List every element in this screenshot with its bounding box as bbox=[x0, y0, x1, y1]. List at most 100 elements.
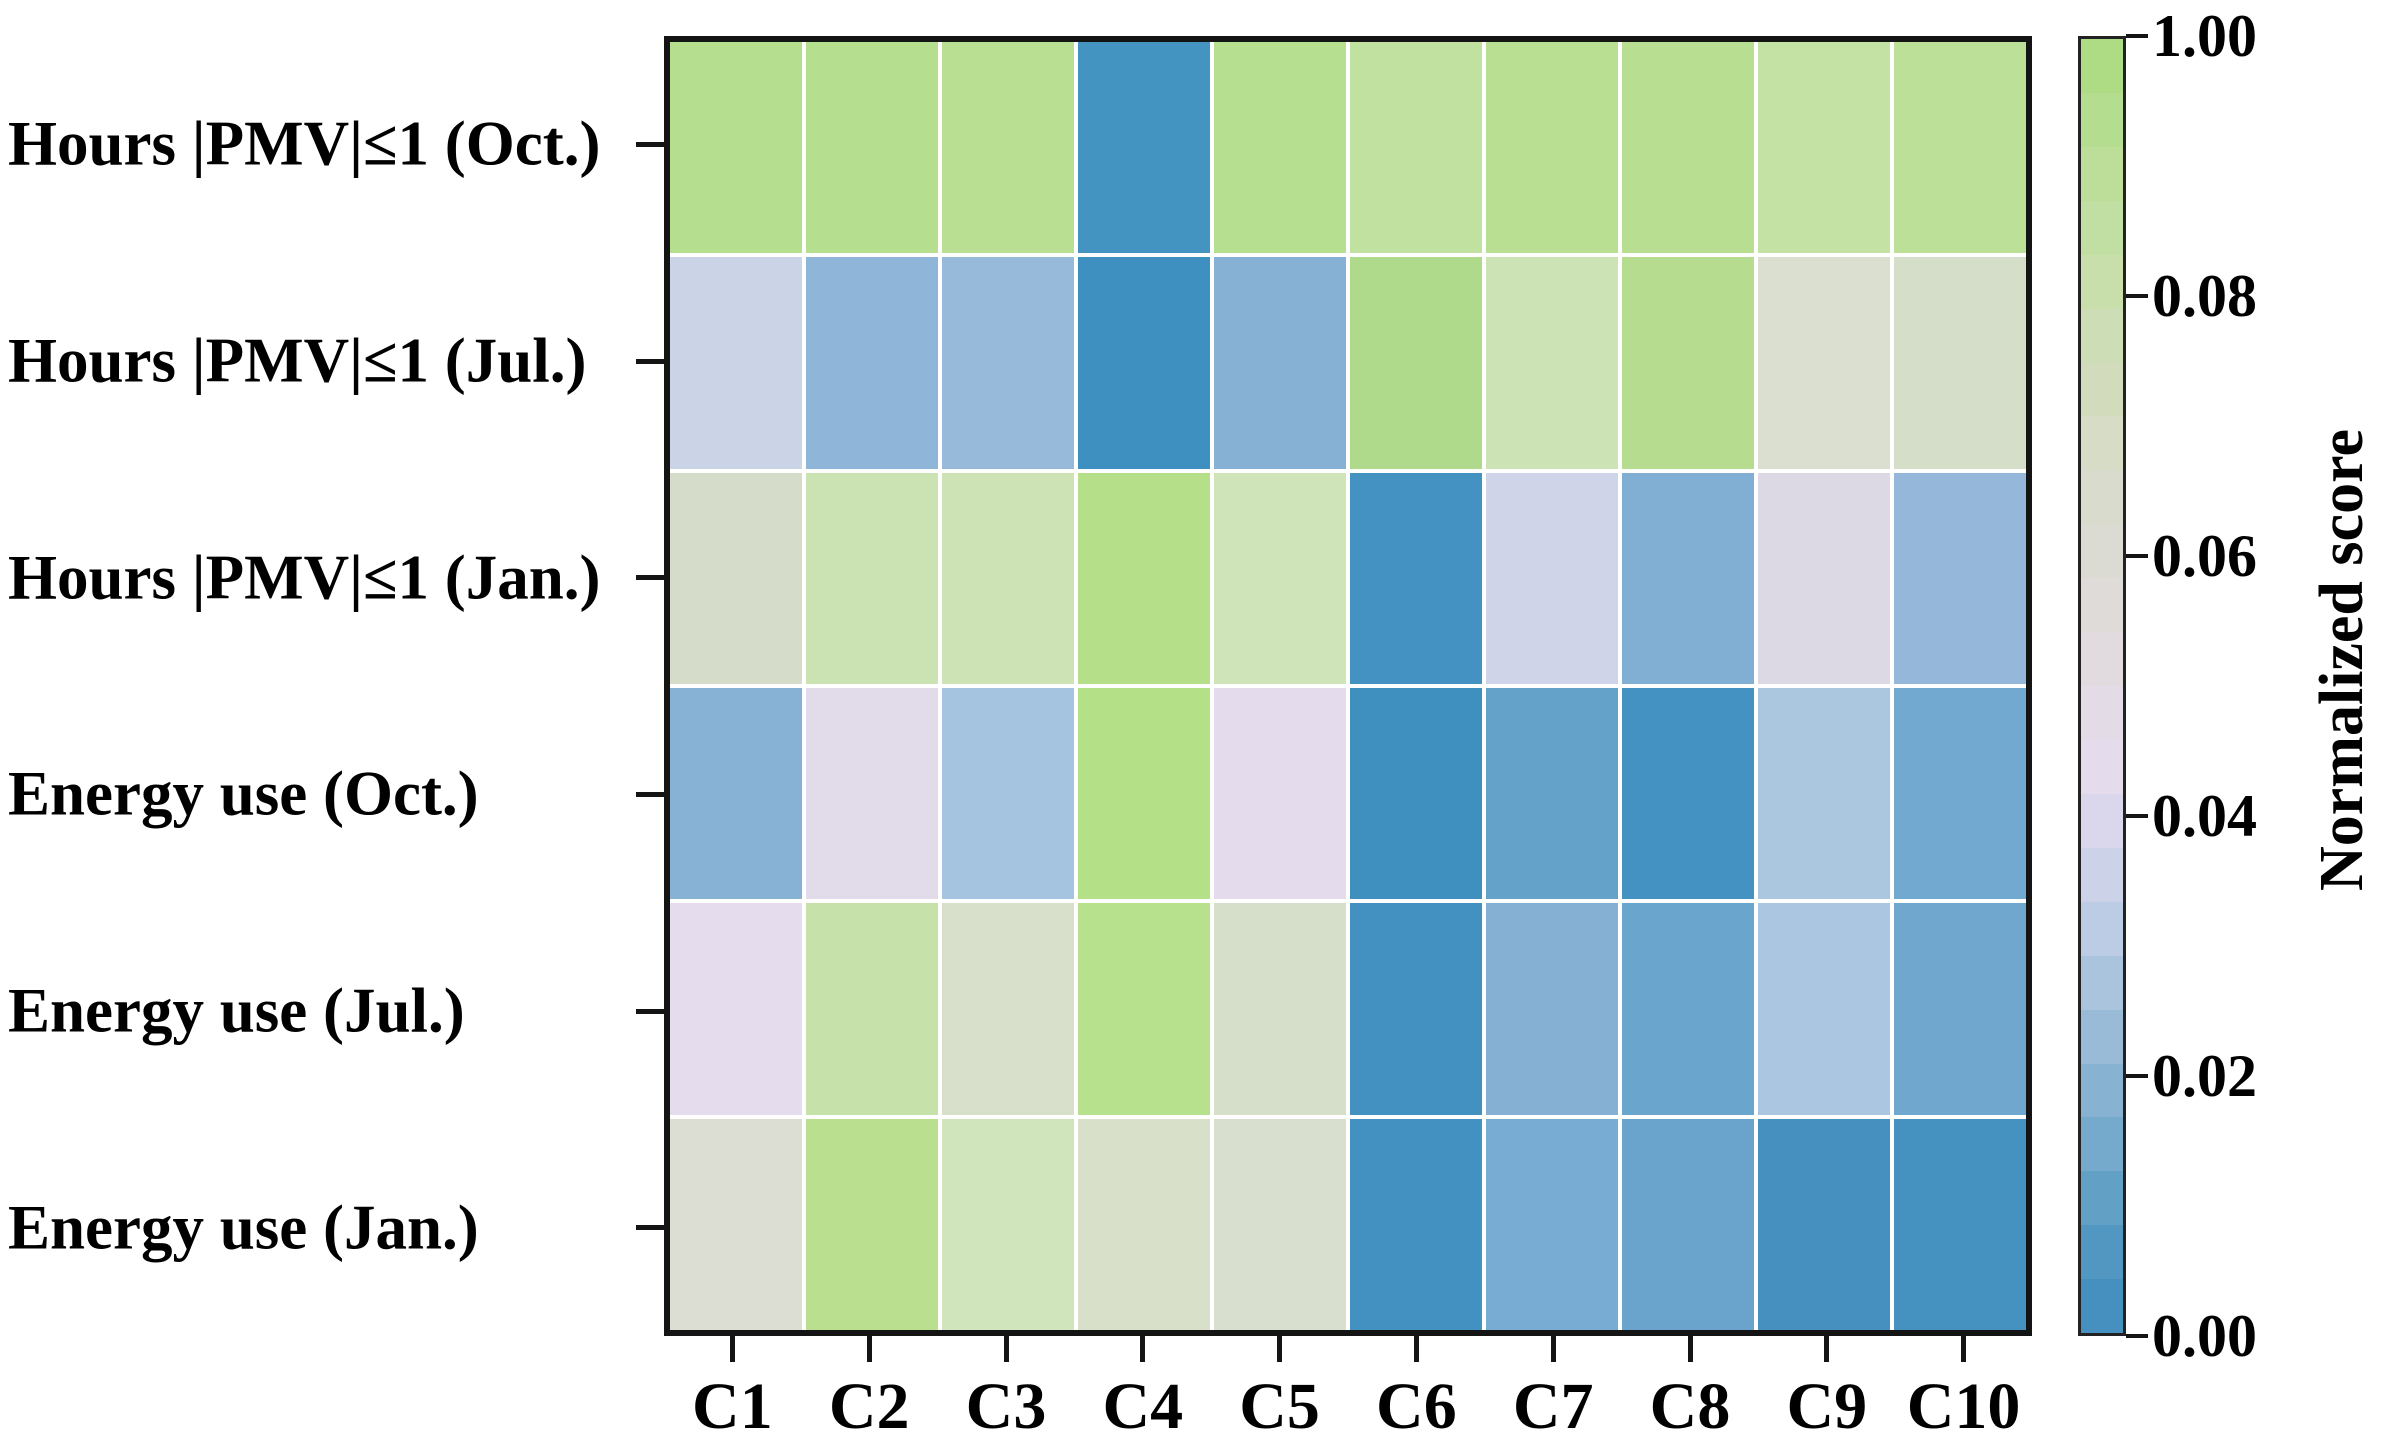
colorbar-band bbox=[2081, 847, 2123, 902]
heatmap-cell-hours-pmv-1-jul--c1 bbox=[670, 257, 802, 469]
heatmap-cell-hours-pmv-1-jan--c5 bbox=[1214, 472, 1346, 684]
colorbar-axis-label: Normalized score bbox=[2308, 429, 2376, 891]
heatmap-cell-hours-pmv-1-jan--c2 bbox=[806, 472, 938, 684]
y-tick-mark bbox=[636, 358, 664, 364]
heatmap-cell-energy-use-oct--c8 bbox=[1622, 687, 1754, 900]
colorbar-band bbox=[2081, 39, 2123, 93]
heatmap-cell-hours-pmv-1-oct--c7 bbox=[1486, 42, 1618, 254]
x-tick-mark bbox=[729, 1336, 735, 1362]
col-label: C1 bbox=[692, 1370, 773, 1435]
row-label: Hours |PMV|≤1 (Jul.) bbox=[8, 325, 587, 396]
colorbar-tick-mark bbox=[2126, 814, 2148, 818]
heatmap-cell-energy-use-oct--c10 bbox=[1894, 687, 2026, 900]
colorbar-band bbox=[2081, 416, 2123, 471]
y-tick-mark bbox=[636, 1225, 664, 1231]
x-tick-mark bbox=[866, 1336, 872, 1362]
col-label: C5 bbox=[1239, 1370, 1320, 1435]
col-label: C9 bbox=[1786, 1370, 1868, 1435]
heatmap-cell-hours-pmv-1-oct--c1 bbox=[670, 42, 802, 254]
heatmap-cell-hours-pmv-1-jan--c4 bbox=[1078, 472, 1210, 684]
col-label: C3 bbox=[965, 1370, 1047, 1435]
colorbar-band bbox=[2081, 955, 2123, 1010]
x-tick-mark bbox=[1277, 1336, 1283, 1362]
heatmap-cell-hours-pmv-1-jul--c7 bbox=[1486, 257, 1618, 469]
colorbar-tick-mark bbox=[2126, 1074, 2148, 1078]
heatmap-cell-hours-pmv-1-oct--c6 bbox=[1350, 42, 1482, 254]
heatmap-cell-energy-use-jul--c8 bbox=[1622, 903, 1754, 1115]
heatmap-cell-energy-use-jan--c2 bbox=[806, 1118, 938, 1330]
heatmap-cell-energy-use-oct--c4 bbox=[1078, 687, 1210, 900]
heatmap-cell-energy-use-jan--c9 bbox=[1758, 1118, 1890, 1330]
row-label: Energy use (Oct.) bbox=[8, 758, 479, 829]
heatmap-cell-hours-pmv-1-oct--c8 bbox=[1622, 42, 1754, 254]
colorbar-band bbox=[2081, 524, 2123, 579]
row-label: Energy use (Jul.) bbox=[8, 975, 465, 1046]
y-tick-mark bbox=[636, 1008, 664, 1014]
heatmap-cell-energy-use-oct--c9 bbox=[1758, 687, 1890, 900]
heatmap-cell-energy-use-jul--c2 bbox=[806, 903, 938, 1115]
heatmap-cell-hours-pmv-1-jul--c10 bbox=[1894, 257, 2026, 469]
colorbar-band bbox=[2081, 1117, 2123, 1172]
heatmap-cell-hours-pmv-1-jul--c8 bbox=[1622, 257, 1754, 469]
colorbar-tick-label: 0.06 bbox=[2152, 523, 2257, 589]
y-tick-mark bbox=[636, 791, 664, 797]
heatmap-cell-energy-use-jul--c9 bbox=[1758, 903, 1890, 1115]
heatmap-cell-energy-use-jan--c3 bbox=[942, 1118, 1074, 1330]
heatmap-cell-energy-use-jan--c5 bbox=[1214, 1118, 1346, 1330]
heatmap-cell-energy-use-jan--c1 bbox=[670, 1118, 802, 1330]
col-label: C6 bbox=[1376, 1370, 1457, 1435]
heatmap-cell-hours-pmv-1-jan--c1 bbox=[670, 472, 802, 684]
col-label: C10 bbox=[1906, 1370, 2021, 1435]
x-tick-mark bbox=[1140, 1336, 1146, 1362]
x-tick-mark bbox=[1824, 1336, 1830, 1362]
col-label: C2 bbox=[828, 1370, 910, 1435]
row-label: Energy use (Jan.) bbox=[8, 1192, 479, 1263]
x-tick-mark bbox=[1961, 1336, 1967, 1362]
colorbar-tick-label: 0.08 bbox=[2152, 263, 2257, 329]
heatmap-cell-energy-use-jan--c4 bbox=[1078, 1118, 1210, 1330]
heatmap-cell-energy-use-oct--c5 bbox=[1214, 687, 1346, 900]
colorbar-band bbox=[2081, 1225, 2123, 1280]
colorbar-tick-mark bbox=[2126, 294, 2148, 298]
heatmap-grid bbox=[670, 42, 2026, 1330]
colorbar-band bbox=[2081, 578, 2123, 633]
heatmap-cell-hours-pmv-1-oct--c2 bbox=[806, 42, 938, 254]
heatmap-cell-energy-use-jan--c7 bbox=[1486, 1118, 1618, 1330]
col-label: C7 bbox=[1512, 1370, 1594, 1435]
heatmap-cell-energy-use-jan--c10 bbox=[1894, 1118, 2026, 1330]
heatmap-cell-hours-pmv-1-jul--c5 bbox=[1214, 257, 1346, 469]
heatmap-cell-hours-pmv-1-jan--c8 bbox=[1622, 472, 1754, 684]
colorbar-band bbox=[2081, 793, 2123, 848]
colorbar-tick-label: 0.02 bbox=[2152, 1043, 2257, 1109]
colorbar-band bbox=[2081, 146, 2123, 201]
colorbar-tick-mark bbox=[2126, 1334, 2148, 1338]
col-label: C8 bbox=[1649, 1370, 1731, 1435]
colorbar-band bbox=[2081, 739, 2123, 794]
col-label: C4 bbox=[1102, 1370, 1184, 1435]
colorbar-band bbox=[2081, 362, 2123, 417]
heatmap-cell-hours-pmv-1-jan--c7 bbox=[1486, 472, 1618, 684]
heatmap-cell-energy-use-jul--c7 bbox=[1486, 903, 1618, 1115]
x-tick-mark bbox=[1687, 1336, 1693, 1362]
y-tick-mark bbox=[636, 141, 664, 147]
heatmap-cell-energy-use-jul--c3 bbox=[942, 903, 1074, 1115]
heatmap-cell-energy-use-oct--c3 bbox=[942, 687, 1074, 900]
heatmap-cell-energy-use-jul--c1 bbox=[670, 903, 802, 1115]
colorbar-band bbox=[2081, 1063, 2123, 1118]
heatmap-cell-hours-pmv-1-jul--c6 bbox=[1350, 257, 1482, 469]
colorbar-tick-mark bbox=[2126, 34, 2148, 38]
heatmap-cell-energy-use-jan--c6 bbox=[1350, 1118, 1482, 1330]
heatmap-cell-energy-use-jan--c8 bbox=[1622, 1118, 1754, 1330]
heatmap-cell-hours-pmv-1-jul--c3 bbox=[942, 257, 1074, 469]
heatmap-cell-hours-pmv-1-oct--c9 bbox=[1758, 42, 1890, 254]
heatmap-cell-hours-pmv-1-jan--c6 bbox=[1350, 472, 1482, 684]
heatmap-cell-hours-pmv-1-oct--c3 bbox=[942, 42, 1074, 254]
x-tick-mark bbox=[1413, 1336, 1419, 1362]
heatmap-cell-hours-pmv-1-jul--c4 bbox=[1078, 257, 1210, 469]
heatmap-cell-hours-pmv-1-jul--c9 bbox=[1758, 257, 1890, 469]
heatmap-cell-energy-use-jul--c4 bbox=[1078, 903, 1210, 1115]
colorbar-band bbox=[2081, 92, 2123, 147]
x-tick-mark bbox=[1003, 1336, 1009, 1362]
heatmap-cell-energy-use-oct--c7 bbox=[1486, 687, 1618, 900]
